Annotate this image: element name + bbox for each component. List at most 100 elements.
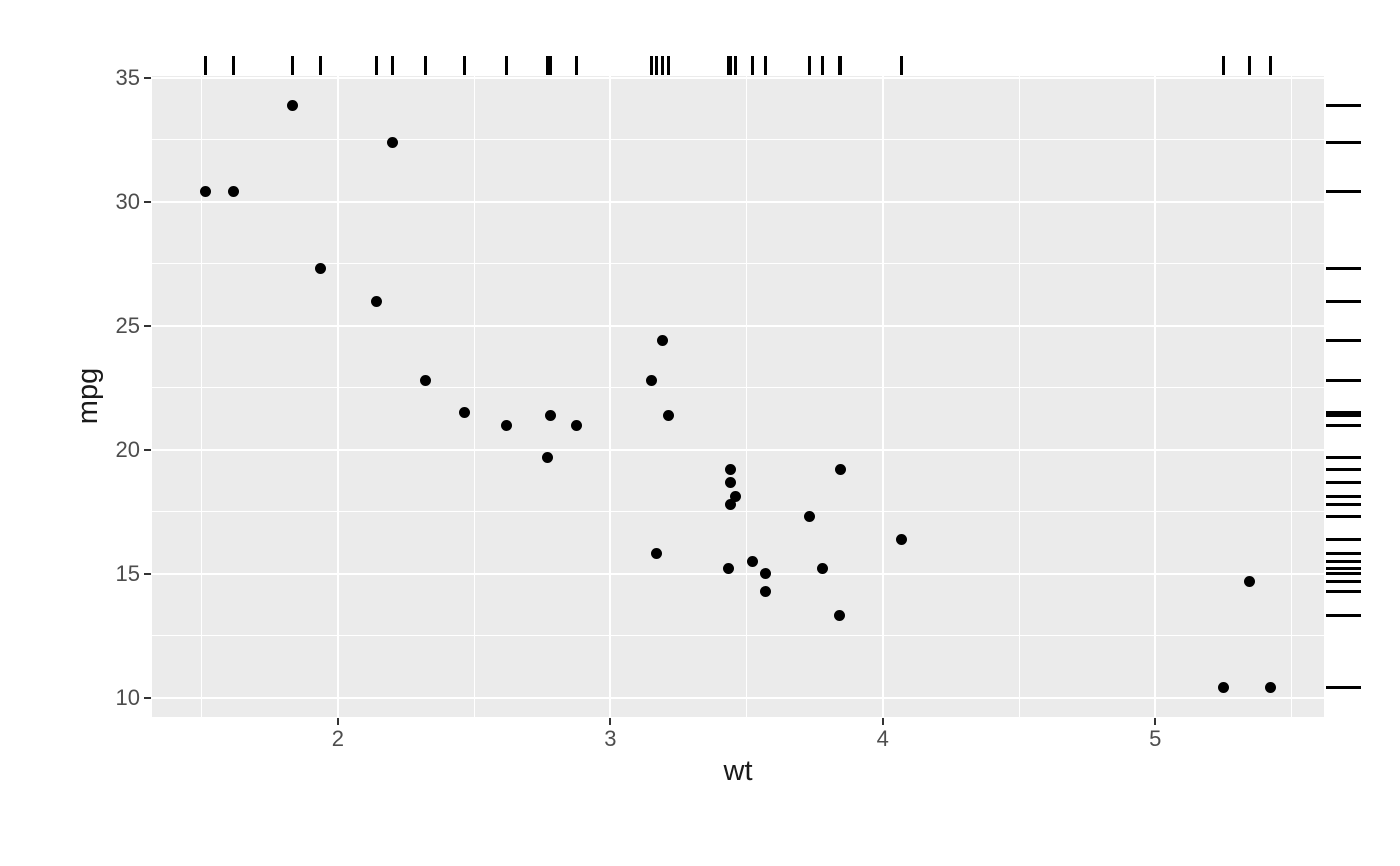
y-tick-label: 10 bbox=[115, 684, 140, 710]
gridline-minor-y bbox=[152, 635, 1324, 637]
rug-tick-right bbox=[1326, 339, 1361, 343]
rug-tick-top bbox=[660, 56, 664, 75]
data-point bbox=[656, 335, 668, 347]
data-point bbox=[746, 555, 758, 567]
gridline-major-x bbox=[881, 76, 884, 717]
data-point bbox=[459, 407, 471, 419]
rug-tick-right bbox=[1326, 589, 1361, 593]
gridline-major-y bbox=[152, 448, 1324, 451]
rug-tick-top bbox=[374, 56, 378, 75]
rug-tick-right bbox=[1326, 515, 1361, 519]
rug-tick-right bbox=[1326, 502, 1361, 506]
data-point bbox=[1265, 682, 1277, 694]
rug-tick-top bbox=[750, 56, 754, 75]
x-axis-tick bbox=[609, 718, 612, 725]
gridline-minor-x bbox=[201, 76, 203, 717]
y-tick-label: 20 bbox=[115, 436, 140, 462]
gridline-minor-x bbox=[1290, 76, 1292, 717]
y-tick-label: 25 bbox=[115, 312, 140, 338]
rug-tick-top bbox=[1269, 56, 1273, 75]
rug-tick-top bbox=[423, 56, 427, 75]
data-point bbox=[1243, 575, 1255, 587]
data-point bbox=[724, 464, 736, 476]
rug-tick-top bbox=[291, 56, 295, 75]
gridline-minor-y bbox=[152, 139, 1324, 141]
data-point bbox=[199, 186, 211, 198]
rug-tick-top bbox=[900, 56, 904, 75]
rug-tick-top bbox=[548, 56, 552, 75]
rug-tick-right bbox=[1326, 413, 1361, 417]
data-point bbox=[760, 585, 772, 597]
data-point bbox=[570, 419, 582, 431]
rug-tick-right bbox=[1326, 411, 1361, 415]
gridline-major-y bbox=[152, 324, 1324, 327]
rug-tick-top bbox=[764, 56, 768, 75]
gridline-major-x bbox=[609, 76, 612, 717]
x-axis-tick bbox=[336, 718, 339, 725]
y-axis-tick bbox=[144, 448, 151, 451]
rug-tick-top bbox=[574, 56, 578, 75]
gridline-minor-x bbox=[473, 76, 475, 717]
rug-tick-right bbox=[1326, 103, 1361, 107]
rug-tick-top bbox=[1221, 56, 1225, 75]
rug-tick-right bbox=[1326, 567, 1361, 571]
rug-tick-top bbox=[231, 56, 235, 75]
data-point bbox=[730, 491, 742, 503]
data-point bbox=[227, 186, 239, 198]
data-point bbox=[724, 476, 736, 488]
gridline-major-x bbox=[1154, 76, 1157, 717]
rug-tick-top bbox=[1247, 56, 1251, 75]
rug-tick-top bbox=[821, 56, 825, 75]
data-point bbox=[663, 409, 675, 421]
y-tick-label: 30 bbox=[115, 188, 140, 214]
rug-tick-right bbox=[1326, 537, 1361, 541]
gridline-major-y bbox=[152, 76, 1324, 79]
x-axis-tick bbox=[881, 718, 884, 725]
y-axis-title: mpg bbox=[72, 367, 104, 425]
rug-tick-top bbox=[505, 56, 509, 75]
gridline-minor-y bbox=[152, 511, 1324, 513]
y-tick-label: 35 bbox=[115, 64, 140, 90]
rug-tick-top bbox=[318, 56, 322, 75]
y-axis-tick bbox=[144, 200, 151, 203]
data-point bbox=[760, 568, 772, 580]
data-point bbox=[1217, 682, 1229, 694]
rug-tick-right bbox=[1326, 468, 1361, 472]
rug-tick-top bbox=[655, 56, 659, 75]
rug-tick-top bbox=[727, 56, 731, 75]
rug-tick-right bbox=[1326, 579, 1361, 583]
data-point bbox=[817, 563, 829, 575]
data-point bbox=[542, 451, 554, 463]
data-point bbox=[803, 511, 815, 523]
y-axis-tick bbox=[144, 324, 151, 327]
rug-tick-top bbox=[839, 56, 843, 75]
rug-tick-top bbox=[390, 56, 394, 75]
data-point bbox=[386, 136, 398, 148]
rug-tick-right bbox=[1326, 495, 1361, 499]
x-axis-tick bbox=[1154, 718, 1157, 725]
data-point bbox=[724, 498, 736, 510]
x-axis-title: wt bbox=[723, 755, 753, 787]
gridline-minor-y bbox=[152, 387, 1324, 389]
rug-tick-right bbox=[1326, 455, 1361, 459]
data-point bbox=[645, 374, 657, 386]
rug-tick-top bbox=[463, 56, 467, 75]
rug-tick-top bbox=[807, 56, 811, 75]
x-tick-label: 2 bbox=[331, 726, 345, 751]
rug-tick-top bbox=[203, 56, 207, 75]
rug-tick-top bbox=[734, 56, 738, 75]
data-point bbox=[287, 99, 299, 111]
y-tick-label: 15 bbox=[115, 560, 140, 586]
y-axis-tick bbox=[144, 76, 151, 79]
data-point bbox=[833, 610, 845, 622]
gridline-major-y bbox=[152, 200, 1324, 203]
data-point bbox=[723, 563, 735, 575]
data-point bbox=[419, 374, 431, 386]
y-axis-tick bbox=[144, 572, 151, 575]
rug-tick-right bbox=[1326, 552, 1361, 556]
data-point bbox=[501, 419, 513, 431]
rug-tick-top bbox=[667, 56, 671, 75]
x-tick-label: 5 bbox=[1149, 726, 1162, 751]
rug-tick-right bbox=[1326, 572, 1361, 576]
